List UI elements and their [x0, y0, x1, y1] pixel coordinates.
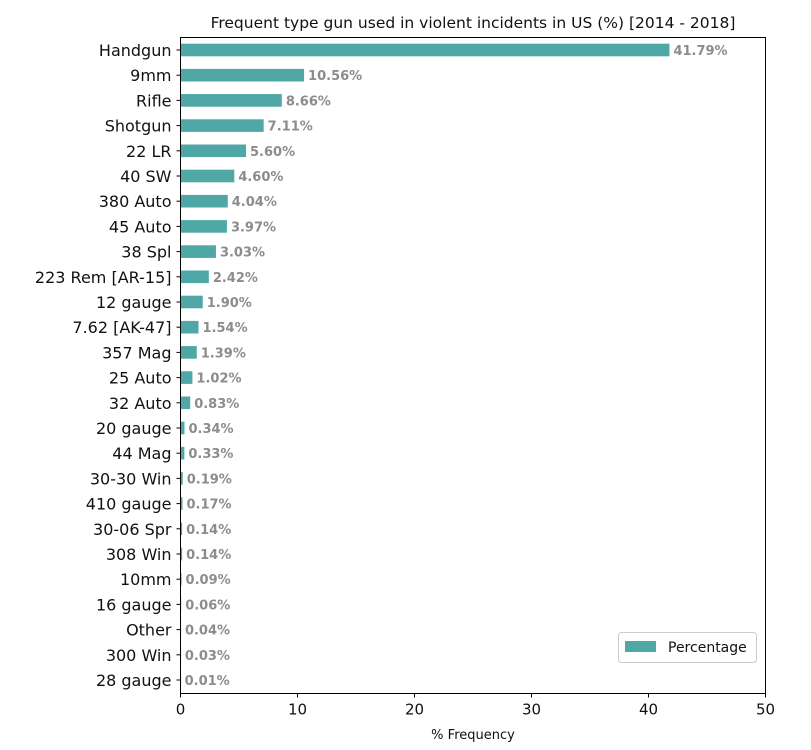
data-label: 2.42% — [213, 271, 258, 286]
y-tick-label: 16 gauge — [96, 595, 172, 614]
data-label: 41.79% — [673, 44, 727, 59]
y-tick-label: 7.62 [AK-47] — [72, 318, 171, 337]
bar — [180, 68, 305, 82]
y-tick-label: 357 Mag — [102, 343, 171, 362]
y-tick-label: 9mm — [130, 66, 171, 85]
y-tick-label: Handgun — [99, 41, 172, 60]
data-label: 4.60% — [238, 170, 283, 185]
chart-title: Frequent type gun used in violent incide… — [211, 14, 736, 32]
legend-swatch — [625, 641, 656, 652]
x-tick-label: 30 — [522, 701, 541, 719]
data-label: 0.14% — [186, 548, 231, 563]
bar — [180, 497, 183, 510]
x-tick-label: 20 — [405, 701, 424, 719]
data-label: 0.19% — [187, 472, 232, 487]
bar — [180, 472, 183, 485]
bar — [180, 295, 203, 309]
plot-frame — [180, 37, 766, 694]
data-label: 0.03% — [185, 649, 230, 664]
bars-group — [180, 43, 670, 687]
bar — [180, 396, 191, 410]
bar — [180, 371, 193, 384]
y-tick-label: Shotgun — [105, 117, 172, 136]
x-tick-label: 10 — [288, 701, 307, 719]
y-tick-label: 12 gauge — [96, 293, 172, 312]
y-tick-label: 40 SW — [120, 167, 172, 186]
y-tick-label: 10mm — [120, 570, 172, 589]
data-label: 3.97% — [231, 220, 276, 235]
data-label: 0.34% — [188, 422, 233, 437]
data-label: 1.39% — [201, 346, 246, 361]
bar — [180, 346, 197, 359]
y-tick-label: 410 gauge — [86, 495, 172, 514]
data-label: 1.90% — [207, 296, 252, 311]
data-label: 8.66% — [286, 94, 331, 109]
bar — [180, 43, 670, 57]
x-axis-label: % Frequency — [431, 728, 515, 743]
bar — [180, 245, 216, 258]
bar — [180, 119, 264, 132]
bar — [180, 144, 247, 158]
legend-box — [618, 632, 757, 663]
bar — [180, 94, 282, 107]
legend: Percentage — [618, 632, 757, 663]
y-tick-label: Rifle — [136, 91, 171, 110]
y-tick-label: 28 gauge — [96, 671, 172, 690]
data-label: 0.33% — [188, 447, 233, 462]
y-tick-label: 25 Auto — [109, 369, 172, 388]
legend-label: Percentage — [668, 640, 747, 656]
y-tick-label: 38 Spl — [121, 243, 171, 262]
data-label: 1.02% — [196, 372, 241, 387]
y-axis: Handgun 9mm Rifle Shotgun 22 LR 40 SW 380 Auto… — [35, 41, 181, 690]
bar — [180, 270, 209, 284]
y-tick-label: 30-30 Win — [90, 469, 172, 488]
y-tick-label: 22 LR — [126, 142, 171, 161]
data-label: 1.54% — [203, 321, 248, 336]
bar — [180, 547, 183, 561]
data-label: 0.09% — [186, 573, 231, 588]
data-label: 0.04% — [185, 624, 230, 639]
y-tick-label: 45 Auto — [109, 217, 172, 236]
x-tick-label: 40 — [639, 701, 658, 719]
bar — [180, 446, 185, 460]
x-tick-label: 50 — [756, 701, 775, 719]
y-tick-label: 20 gauge — [96, 419, 172, 438]
data-label: 0.14% — [186, 523, 231, 538]
data-label: 4.04% — [232, 195, 277, 210]
data-label: 3.03% — [220, 246, 265, 261]
bar — [180, 220, 227, 233]
y-tick-label: 32 Auto — [109, 394, 172, 413]
y-tick-label: 30-06 Spr — [93, 520, 172, 539]
data-label: 0.17% — [186, 498, 231, 513]
y-tick-label: 308 Win — [106, 545, 172, 564]
data-label: 0.06% — [185, 598, 230, 613]
data-label: 7.11% — [268, 120, 313, 135]
bar — [180, 522, 183, 536]
data-label: 0.01% — [185, 674, 230, 689]
y-tick-label: 223 Rem [AR-15] — [35, 268, 172, 287]
data-label: 0.83% — [194, 397, 239, 412]
y-tick-label: Other — [126, 621, 172, 640]
data-label: 10.56% — [308, 69, 362, 84]
bar — [180, 572, 182, 586]
data-labels-group: 41.79% 10.56% 8.66% 7.11% 5.60% 4.60% 4.04% 3.9… — [185, 44, 728, 689]
y-tick-label: 300 Win — [106, 646, 172, 665]
bar — [180, 169, 235, 183]
data-label: 5.60% — [250, 145, 295, 160]
bar — [180, 421, 185, 435]
x-axis: 0 10 20 30 40 50 — [176, 693, 775, 719]
bar — [180, 320, 199, 334]
x-tick-label: 0 — [176, 701, 186, 719]
y-tick-label: 44 Mag — [112, 444, 171, 463]
bar — [180, 194, 228, 208]
y-tick-label: 380 Auto — [99, 192, 172, 211]
